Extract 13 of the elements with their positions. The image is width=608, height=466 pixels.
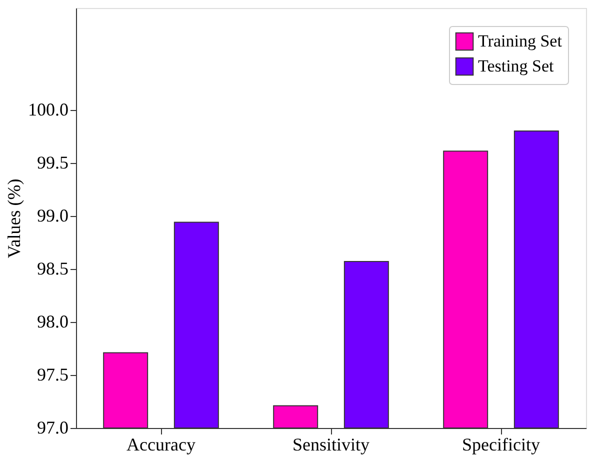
- legend-label: Training Set: [478, 32, 562, 50]
- y-axis-title: Values (%): [4, 178, 24, 258]
- y-tick-label: 97.0: [37, 418, 68, 438]
- x-tick-label: Specificity: [462, 434, 540, 454]
- y-tick-label: 97.5: [37, 364, 68, 384]
- x-tick-label: Sensitivity: [292, 434, 370, 454]
- y-tick-label: 98.5: [37, 258, 68, 278]
- legend-label: Testing Set: [478, 56, 554, 76]
- y-tick-label: 100.0: [28, 99, 68, 120]
- y-tick-label: 98.0: [37, 311, 68, 332]
- x-tick-label: Accuracy: [126, 434, 196, 454]
- y-tick-label: 99.0: [37, 205, 68, 226]
- y-tick-label: 99.5: [37, 152, 68, 172]
